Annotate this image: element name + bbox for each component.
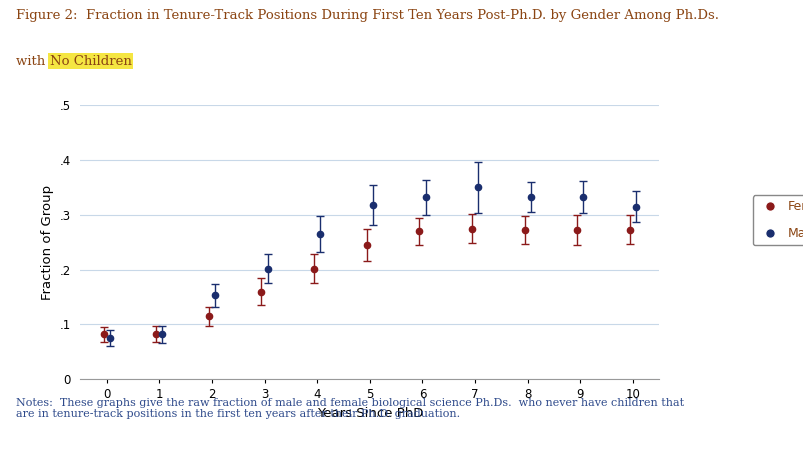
Y-axis label: Fraction of Group: Fraction of Group [41,185,54,300]
Text: No Children: No Children [50,55,132,68]
Text: Notes:  These graphs give the raw fraction of male and female biological science: Notes: These graphs give the raw fractio… [16,398,683,419]
Legend: Female, Male: Female, Male [752,196,803,245]
X-axis label: Years Since PhD: Years Since PhD [316,407,422,420]
Text: with: with [16,55,50,68]
Text: Figure 2:  Fraction in Tenure-Track Positions During First Ten Years Post-Ph.D. : Figure 2: Fraction in Tenure-Track Posit… [16,9,718,22]
